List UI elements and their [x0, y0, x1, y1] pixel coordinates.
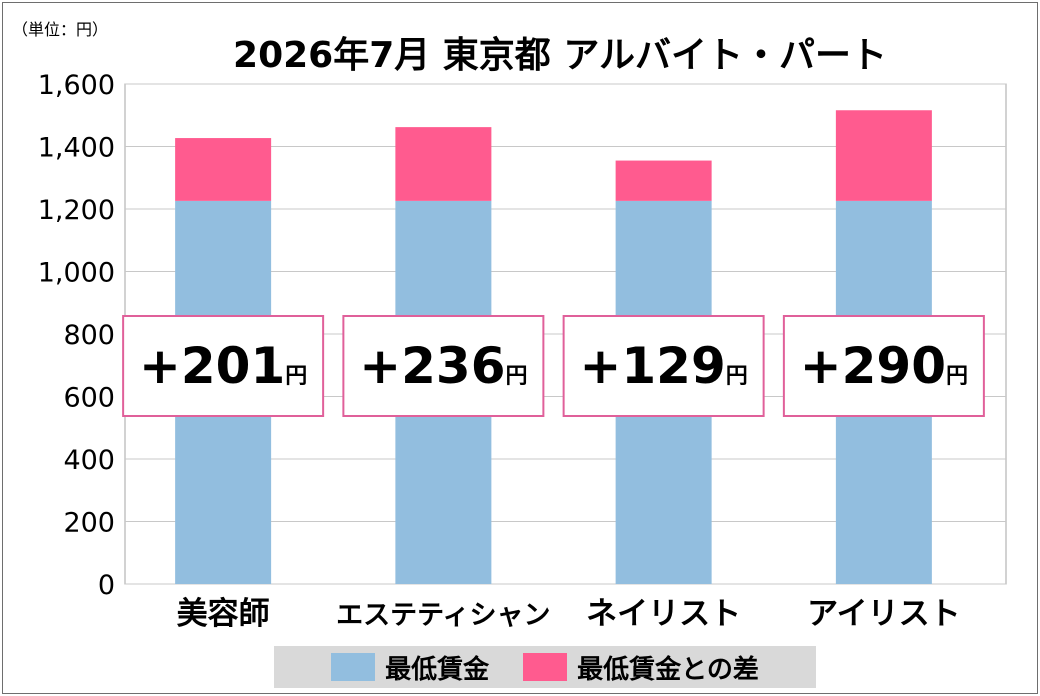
diff-label-box	[782, 315, 985, 417]
y-tick-label: 600	[63, 383, 115, 414]
legend-swatch-base	[331, 653, 376, 681]
bar-diff	[835, 110, 932, 201]
legend: 最低賃金 最低賃金との差	[274, 646, 816, 688]
x-category-label: ネイリスト	[586, 596, 741, 632]
y-tick-label: 1,400	[38, 133, 115, 164]
legend-label-diff: 最低賃金との差	[577, 654, 759, 685]
diff-label-box	[562, 315, 765, 417]
legend-item-base: 最低賃金	[331, 649, 489, 686]
diff-label: +129円	[579, 337, 747, 395]
bar-diff	[395, 127, 492, 201]
y-tick-label: 400	[63, 445, 115, 476]
y-tick-label: 1,200	[38, 195, 115, 226]
diff-label: +290円	[800, 337, 968, 395]
diff-label: +236円	[359, 337, 527, 395]
bar-diff	[175, 138, 272, 201]
x-category-label: エステティシャン	[336, 600, 550, 631]
chart-title: 2026年7月 東京都 アルバイト・パート	[233, 35, 887, 76]
legend-swatch-diff	[523, 653, 568, 681]
y-tick-label: 200	[63, 508, 115, 539]
x-category-label: 美容師	[177, 596, 270, 632]
unit-note: （単位：円）	[12, 20, 109, 39]
y-tick-label: 1,000	[38, 258, 115, 289]
legend-item-diff: 最低賃金との差	[523, 649, 759, 686]
diff-label-box	[122, 315, 325, 417]
x-category-label: アイリスト	[807, 596, 960, 632]
diff-label: +201円	[139, 337, 307, 395]
y-tick-label: 1,600	[38, 70, 115, 101]
y-tick-label: 800	[63, 320, 115, 351]
legend-label-base: 最低賃金	[385, 654, 490, 685]
bar-diff	[615, 160, 712, 201]
y-tick-label: 0	[98, 570, 115, 601]
diff-label-box	[342, 315, 545, 417]
